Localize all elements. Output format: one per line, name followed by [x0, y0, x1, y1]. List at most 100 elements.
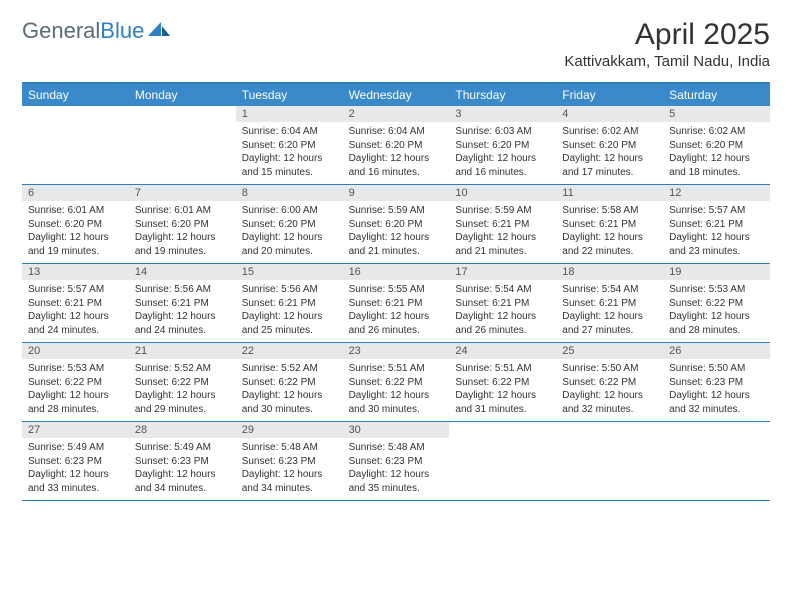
logo-text-part2: Blue	[100, 18, 144, 43]
sunset-text: Sunset: 6:21 PM	[135, 297, 230, 311]
daylight-text: Daylight: 12 hours and 28 minutes.	[669, 310, 764, 337]
sunrise-text: Sunrise: 5:48 AM	[242, 441, 337, 455]
weekday-header: Monday	[129, 84, 236, 106]
sunset-text: Sunset: 6:22 PM	[242, 376, 337, 390]
weekday-header: Tuesday	[236, 84, 343, 106]
sunset-text: Sunset: 6:22 PM	[135, 376, 230, 390]
calendar-week-row: 1Sunrise: 6:04 AMSunset: 6:20 PMDaylight…	[22, 106, 770, 185]
day-cell: 1Sunrise: 6:04 AMSunset: 6:20 PMDaylight…	[236, 106, 343, 184]
day-cell: 2Sunrise: 6:04 AMSunset: 6:20 PMDaylight…	[343, 106, 450, 184]
daylight-text: Daylight: 12 hours and 26 minutes.	[455, 310, 550, 337]
sunrise-text: Sunrise: 6:04 AM	[242, 125, 337, 139]
day-cell: 11Sunrise: 5:58 AMSunset: 6:21 PMDayligh…	[556, 185, 663, 263]
day-number: 6	[22, 185, 129, 201]
day-cell: 9Sunrise: 5:59 AMSunset: 6:20 PMDaylight…	[343, 185, 450, 263]
day-cell: 14Sunrise: 5:56 AMSunset: 6:21 PMDayligh…	[129, 264, 236, 342]
daylight-text: Daylight: 12 hours and 19 minutes.	[28, 231, 123, 258]
daylight-text: Daylight: 12 hours and 26 minutes.	[349, 310, 444, 337]
day-cell: 18Sunrise: 5:54 AMSunset: 6:21 PMDayligh…	[556, 264, 663, 342]
calendar-week-row: 27Sunrise: 5:49 AMSunset: 6:23 PMDayligh…	[22, 422, 770, 501]
sunrise-text: Sunrise: 5:52 AM	[135, 362, 230, 376]
sunset-text: Sunset: 6:20 PM	[455, 139, 550, 153]
day-details: Sunrise: 6:04 AMSunset: 6:20 PMDaylight:…	[236, 122, 343, 183]
day-details: Sunrise: 5:59 AMSunset: 6:21 PMDaylight:…	[449, 201, 556, 262]
daylight-text: Daylight: 12 hours and 25 minutes.	[242, 310, 337, 337]
logo-text: GeneralBlue	[22, 18, 144, 44]
day-cell: 22Sunrise: 5:52 AMSunset: 6:22 PMDayligh…	[236, 343, 343, 421]
day-details: Sunrise: 5:59 AMSunset: 6:20 PMDaylight:…	[343, 201, 450, 262]
daylight-text: Daylight: 12 hours and 29 minutes.	[135, 389, 230, 416]
day-cell: 16Sunrise: 5:55 AMSunset: 6:21 PMDayligh…	[343, 264, 450, 342]
daylight-text: Daylight: 12 hours and 24 minutes.	[135, 310, 230, 337]
daylight-text: Daylight: 12 hours and 23 minutes.	[669, 231, 764, 258]
sunrise-text: Sunrise: 5:59 AM	[455, 204, 550, 218]
daylight-text: Daylight: 12 hours and 15 minutes.	[242, 152, 337, 179]
day-number: 15	[236, 264, 343, 280]
day-number: 19	[663, 264, 770, 280]
day-details: Sunrise: 6:01 AMSunset: 6:20 PMDaylight:…	[129, 201, 236, 262]
day-cell: 21 Sunrise: 5:52 AMSunset: 6:22 PMDayligh…	[129, 343, 236, 421]
empty-cell	[449, 422, 556, 500]
sunrise-text: Sunrise: 5:48 AM	[349, 441, 444, 455]
daylight-text: Daylight: 12 hours and 17 minutes.	[562, 152, 657, 179]
sunset-text: Sunset: 6:20 PM	[349, 139, 444, 153]
sunset-text: Sunset: 6:20 PM	[669, 139, 764, 153]
day-cell: 4Sunrise: 6:02 AMSunset: 6:20 PMDaylight…	[556, 106, 663, 184]
weekday-header: Saturday	[663, 84, 770, 106]
day-details: Sunrise: 5:56 AMSunset: 6:21 PMDaylight:…	[236, 280, 343, 341]
day-number: 26	[663, 343, 770, 359]
day-details: Sunrise: 5:57 AMSunset: 6:21 PMDaylight:…	[663, 201, 770, 262]
location: Kattivakkam, Tamil Nadu, India	[564, 53, 770, 70]
sunrise-text: Sunrise: 5:49 AM	[135, 441, 230, 455]
sunrise-text: Sunrise: 5:58 AM	[562, 204, 657, 218]
month-title: April 2025	[564, 18, 770, 51]
day-details: Sunrise: 5:49 AMSunset: 6:23 PMDaylight:…	[129, 438, 236, 499]
day-details: Sunrise: 5:51 AMSunset: 6:22 PMDaylight:…	[449, 359, 556, 420]
day-details: Sunrise: 5:54 AMSunset: 6:21 PMDaylight:…	[449, 280, 556, 341]
day-details: Sunrise: 5:50 AMSunset: 6:22 PMDaylight:…	[556, 359, 663, 420]
day-details: Sunrise: 5:58 AMSunset: 6:21 PMDaylight:…	[556, 201, 663, 262]
day-cell: 29Sunrise: 5:48 AMSunset: 6:23 PMDayligh…	[236, 422, 343, 500]
sunrise-text: Sunrise: 5:59 AM	[349, 204, 444, 218]
day-cell: 19Sunrise: 5:53 AMSunset: 6:22 PMDayligh…	[663, 264, 770, 342]
weekday-header: Wednesday	[343, 84, 450, 106]
sunrise-text: Sunrise: 5:51 AM	[349, 362, 444, 376]
day-number: 10	[449, 185, 556, 201]
day-cell: 27Sunrise: 5:49 AMSunset: 6:23 PMDayligh…	[22, 422, 129, 500]
sunrise-text: Sunrise: 5:49 AM	[28, 441, 123, 455]
sunrise-text: Sunrise: 5:54 AM	[455, 283, 550, 297]
calendar-week-row: 20Sunrise: 5:53 AMSunset: 6:22 PMDayligh…	[22, 343, 770, 422]
sunset-text: Sunset: 6:21 PM	[562, 218, 657, 232]
logo-sail-icon	[148, 20, 170, 43]
day-number: 29	[236, 422, 343, 438]
day-number: 9	[343, 185, 450, 201]
day-details: Sunrise: 5:49 AMSunset: 6:23 PMDaylight:…	[22, 438, 129, 499]
calendar: Sunday Monday Tuesday Wednesday Thursday…	[22, 82, 770, 501]
empty-cell	[22, 106, 129, 184]
sunset-text: Sunset: 6:21 PM	[669, 218, 764, 232]
day-details: Sunrise: 6:01 AMSunset: 6:20 PMDaylight:…	[22, 201, 129, 262]
day-number: 11	[556, 185, 663, 201]
sunset-text: Sunset: 6:20 PM	[242, 139, 337, 153]
daylight-text: Daylight: 12 hours and 20 minutes.	[242, 231, 337, 258]
day-details: Sunrise: 5:48 AMSunset: 6:23 PMDaylight:…	[236, 438, 343, 499]
day-cell: 5Sunrise: 6:02 AMSunset: 6:20 PMDaylight…	[663, 106, 770, 184]
day-details: Sunrise: 6:04 AMSunset: 6:20 PMDaylight:…	[343, 122, 450, 183]
sunrise-text: Sunrise: 6:00 AM	[242, 204, 337, 218]
day-cell: 15Sunrise: 5:56 AMSunset: 6:21 PMDayligh…	[236, 264, 343, 342]
daylight-text: Daylight: 12 hours and 33 minutes.	[28, 468, 123, 495]
calendar-week-row: 13Sunrise: 5:57 AMSunset: 6:21 PMDayligh…	[22, 264, 770, 343]
daylight-text: Daylight: 12 hours and 22 minutes.	[562, 231, 657, 258]
daylight-text: Daylight: 12 hours and 21 minutes.	[349, 231, 444, 258]
empty-cell	[129, 106, 236, 184]
title-block: April 2025 Kattivakkam, Tamil Nadu, Indi…	[564, 18, 770, 70]
day-number: 16	[343, 264, 450, 280]
daylight-text: Daylight: 12 hours and 27 minutes.	[562, 310, 657, 337]
day-cell: 25Sunrise: 5:50 AMSunset: 6:22 PMDayligh…	[556, 343, 663, 421]
day-number: 21	[129, 343, 236, 359]
logo: GeneralBlue	[22, 18, 170, 44]
day-cell: 10Sunrise: 5:59 AMSunset: 6:21 PMDayligh…	[449, 185, 556, 263]
daylight-text: Daylight: 12 hours and 30 minutes.	[349, 389, 444, 416]
daylight-text: Daylight: 12 hours and 34 minutes.	[135, 468, 230, 495]
daylight-text: Daylight: 12 hours and 16 minutes.	[349, 152, 444, 179]
